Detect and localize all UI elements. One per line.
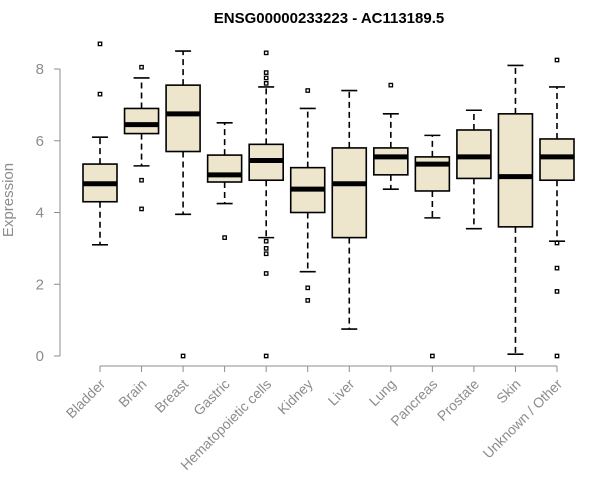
outlier-point [180, 353, 186, 359]
box-iqr [331, 147, 368, 239]
box-breast [165, 50, 201, 359]
outlier-point [97, 41, 103, 47]
box-hematopoietic-cells [248, 50, 284, 359]
outlier-point [554, 353, 560, 359]
x-tick-label: Kidney [274, 376, 316, 418]
outlier-point [305, 88, 311, 93]
box-prostate [456, 109, 492, 230]
outlier-point [554, 289, 560, 294]
x-tick-label: Brain [115, 376, 149, 410]
y-tick-label: 8 [36, 61, 44, 78]
box-lung [373, 82, 409, 190]
outlier-point [139, 206, 144, 212]
outlier-point [554, 57, 560, 63]
y-tick-label: 2 [36, 276, 44, 293]
y-tick-label: 0 [36, 348, 44, 365]
x-tick-label: Prostate [434, 376, 482, 424]
outlier-point [554, 240, 560, 246]
outlier-point [263, 353, 269, 359]
outlier-point [139, 64, 144, 70]
boxes-group [82, 41, 575, 359]
outlier-point [263, 70, 269, 75]
box-brain [123, 64, 160, 212]
outlier-point [97, 91, 103, 97]
y-tick-label: 6 [36, 133, 44, 150]
box-iqr [123, 107, 160, 135]
outlier-point [263, 81, 269, 86]
y-axis: 0 2 4 6 8 [36, 61, 61, 365]
outlier-point [388, 82, 394, 88]
box-iqr [373, 147, 409, 176]
box-iqr [165, 84, 201, 153]
outlier-point [263, 251, 269, 257]
outlier-point [263, 271, 269, 276]
x-tick-label: Bladder [63, 376, 109, 422]
box-iqr [497, 113, 534, 228]
outlier-point [263, 75, 269, 81]
x-tick-label: Breast [151, 376, 191, 416]
outlier-point [554, 265, 560, 271]
box-liver [331, 89, 368, 330]
box-pancreas [414, 134, 451, 359]
box-skin [497, 64, 534, 356]
outlier-point [263, 238, 269, 244]
box-unknown-other [539, 57, 575, 359]
box-iqr [206, 154, 243, 183]
x-tick-label: Unknown / Other [480, 376, 566, 462]
box-iqr [539, 138, 575, 182]
outlier-point [263, 246, 269, 251]
x-tick-label: Lung [366, 376, 399, 409]
outlier-point [139, 177, 144, 183]
x-tick-label: Liver [325, 376, 358, 409]
outlier-point [430, 353, 435, 359]
outlier-point [222, 235, 227, 240]
y-tick-label: 4 [36, 205, 44, 222]
outlier-point [263, 50, 269, 56]
y-axis-label: Expression [0, 163, 17, 237]
outlier-point [305, 298, 311, 303]
outlier-point [305, 285, 311, 291]
x-tick-label: Skin [493, 376, 524, 407]
box-kidney [289, 88, 326, 303]
box-bladder [82, 41, 118, 246]
chart-title: ENSG00000233223 - AC113189.5 [214, 10, 444, 27]
box-gastric [206, 122, 243, 240]
box-iqr [456, 129, 492, 180]
